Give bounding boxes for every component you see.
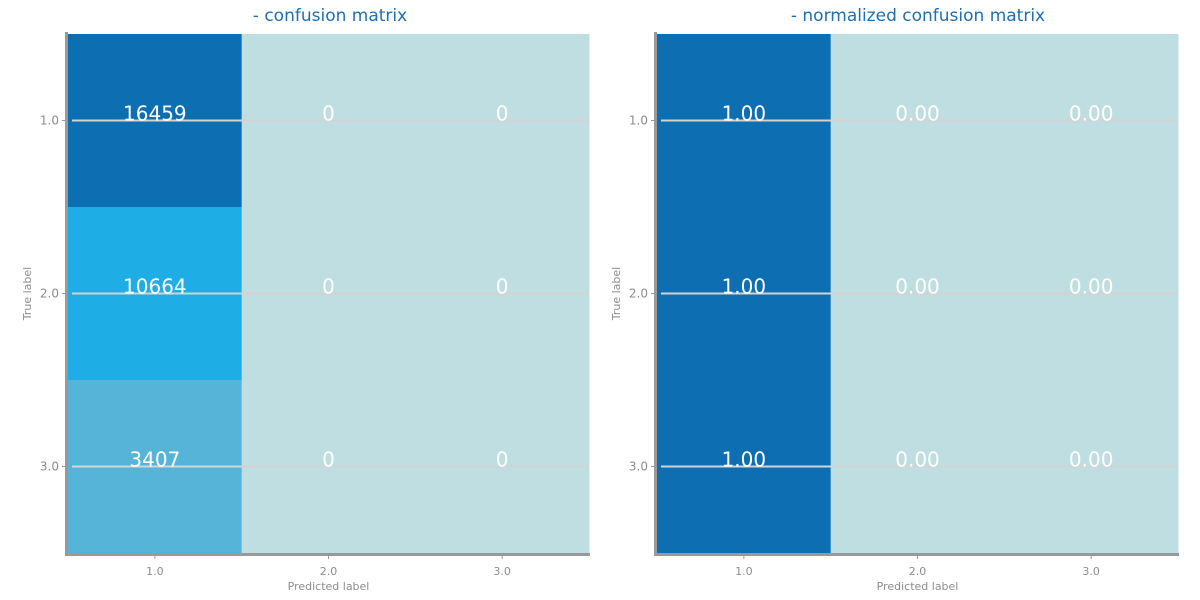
cell-value-label: 0 xyxy=(322,448,335,472)
x-tick-label: 1.0 xyxy=(146,565,164,578)
cell-value-label: 0 xyxy=(496,275,509,299)
chart-title: - confusion matrix xyxy=(253,6,407,26)
cell-value-label: 16459 xyxy=(123,102,187,126)
cell-value-label: 0 xyxy=(496,102,509,126)
y-axis-label: True label xyxy=(21,267,34,321)
cell-value-label: 10664 xyxy=(123,275,187,299)
cell-value-label: 0.00 xyxy=(1069,275,1114,299)
confusion-matrix-panel: - confusion matrix 16459 0 0 10664 0 0 3407 0 0 1.… xyxy=(21,6,590,593)
cell-value-label: 0.00 xyxy=(1069,102,1114,126)
x-tick-label: 1.0 xyxy=(735,565,753,578)
cell-value-label: 0 xyxy=(322,275,335,299)
y-tick-label: 2.0 xyxy=(40,287,59,301)
cell-value-label: 0.00 xyxy=(1069,448,1114,472)
normalized-confusion-matrix-panel: - normalized confusion matrix 1.00 0.00 0.0… xyxy=(610,6,1179,593)
cell-value-label: 0 xyxy=(322,102,335,126)
x-axis-label: Predicted label xyxy=(877,580,959,593)
x-tick-label: 2.0 xyxy=(909,565,927,578)
x-tick-label: 2.0 xyxy=(320,565,338,578)
cell-value-label: 1.00 xyxy=(722,275,767,299)
cell-value-label: 0 xyxy=(496,448,509,472)
y-tick-label: 2.0 xyxy=(629,287,648,301)
x-axis-label: Predicted label xyxy=(288,580,370,593)
y-tick-label: 1.0 xyxy=(629,114,648,128)
x-tick-label: 3.0 xyxy=(493,565,511,578)
x-tick-label: 3.0 xyxy=(1082,565,1100,578)
cell-value-label: 1.00 xyxy=(722,102,767,126)
y-tick-label: 3.0 xyxy=(40,460,59,474)
cell-value-label: 0.00 xyxy=(895,448,940,472)
cell-value-label: 0.00 xyxy=(895,275,940,299)
y-tick-label: 3.0 xyxy=(629,460,648,474)
cell-value-label: 1.00 xyxy=(722,448,767,472)
cell-value-label: 3407 xyxy=(129,448,180,472)
chart-title: - normalized confusion matrix xyxy=(791,6,1045,26)
y-axis-label: True label xyxy=(610,267,623,321)
cell-value-label: 0.00 xyxy=(895,102,940,126)
y-tick-label: 1.0 xyxy=(40,114,59,128)
